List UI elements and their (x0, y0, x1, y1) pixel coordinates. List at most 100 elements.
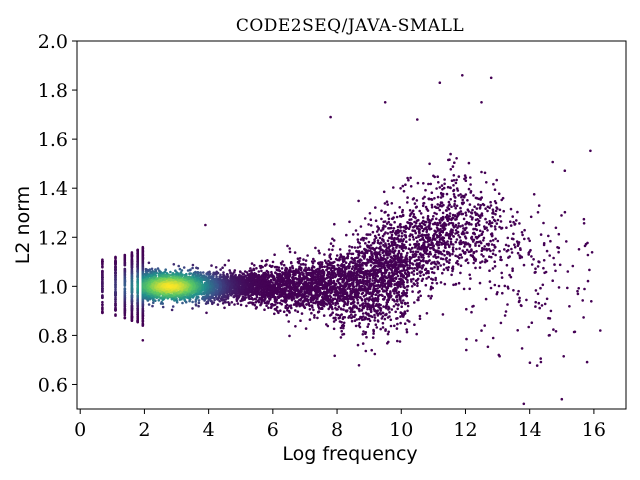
data-point (298, 276, 302, 280)
data-point (316, 311, 320, 314)
data-point (342, 321, 346, 325)
data-point (306, 295, 310, 298)
data-point (141, 312, 145, 316)
data-point (338, 281, 341, 285)
data-point (114, 289, 117, 293)
data-point (386, 316, 390, 319)
data-point (259, 293, 262, 296)
data-point (356, 233, 360, 236)
data-point (141, 264, 145, 268)
data-point (123, 313, 127, 317)
data-point (123, 298, 127, 302)
data-point (250, 269, 253, 272)
data-point (255, 274, 258, 278)
data-point (223, 306, 226, 310)
data-point (202, 271, 205, 274)
data-point (317, 294, 321, 298)
data-point (312, 308, 315, 312)
data-point (282, 263, 286, 267)
data-point (310, 292, 313, 296)
data-point (274, 307, 278, 311)
data-point (373, 309, 376, 312)
chart-title: CODE2SEQ/JAVA-SMALL (236, 16, 464, 36)
data-point (273, 265, 277, 269)
data-point (130, 253, 134, 256)
data-point (230, 301, 234, 304)
data-point (286, 244, 289, 248)
data-point (141, 324, 145, 327)
data-point (303, 291, 306, 294)
data-point (356, 343, 360, 347)
data-point (286, 309, 289, 312)
data-point (101, 311, 104, 314)
data-point (214, 266, 218, 269)
data-point (136, 302, 139, 305)
data-point (367, 240, 371, 244)
data-point (136, 294, 139, 298)
data-point (382, 305, 385, 308)
data-point (141, 247, 145, 251)
data-point (136, 288, 139, 292)
data-point (130, 288, 134, 292)
data-point (250, 296, 254, 300)
data-point (136, 284, 139, 288)
data-point (265, 269, 269, 273)
data-point (114, 261, 117, 264)
data-point (114, 281, 117, 285)
data-point (247, 301, 250, 305)
data-point (130, 284, 134, 288)
data-point (141, 249, 145, 253)
data-point (136, 266, 139, 269)
data-point (216, 298, 220, 301)
data-point (403, 291, 406, 295)
data-point (221, 302, 225, 305)
data-point (366, 307, 369, 311)
data-point (130, 276, 134, 279)
data-point (123, 272, 127, 276)
data-point (264, 259, 268, 263)
data-point (277, 311, 280, 315)
data-point (136, 308, 139, 312)
data-point (278, 282, 282, 286)
data-point (296, 260, 300, 264)
data-point (136, 315, 139, 318)
data-point (191, 300, 194, 304)
data-point (123, 280, 127, 283)
data-point (254, 301, 258, 304)
data-point (123, 309, 127, 313)
data-point (405, 260, 409, 263)
data-point (101, 294, 104, 297)
data-point (123, 253, 127, 257)
data-point (161, 305, 165, 309)
data-point (174, 269, 177, 273)
data-point (197, 304, 200, 308)
data-point (210, 299, 213, 303)
data-point (260, 269, 263, 273)
data-point (373, 319, 377, 322)
data-point (130, 265, 134, 269)
data-point (396, 317, 399, 320)
data-point (141, 271, 145, 275)
data-point (148, 297, 151, 301)
data-point (156, 267, 160, 270)
data-point (182, 266, 186, 269)
data-point (406, 280, 409, 284)
data-point (293, 251, 297, 254)
data-point (300, 312, 304, 315)
data-point (254, 307, 258, 310)
data-point (296, 310, 300, 314)
data-point (195, 295, 198, 299)
data-point (313, 259, 316, 263)
data-point (253, 264, 256, 267)
data-point (337, 316, 341, 320)
data-point (290, 261, 293, 265)
data-point (130, 313, 134, 317)
data-point (281, 260, 284, 263)
data-point (378, 236, 382, 240)
data-point (170, 308, 174, 312)
data-point (136, 272, 139, 276)
data-point (209, 272, 212, 276)
data-point (336, 301, 339, 305)
data-point (123, 316, 127, 320)
data-point (114, 285, 117, 289)
